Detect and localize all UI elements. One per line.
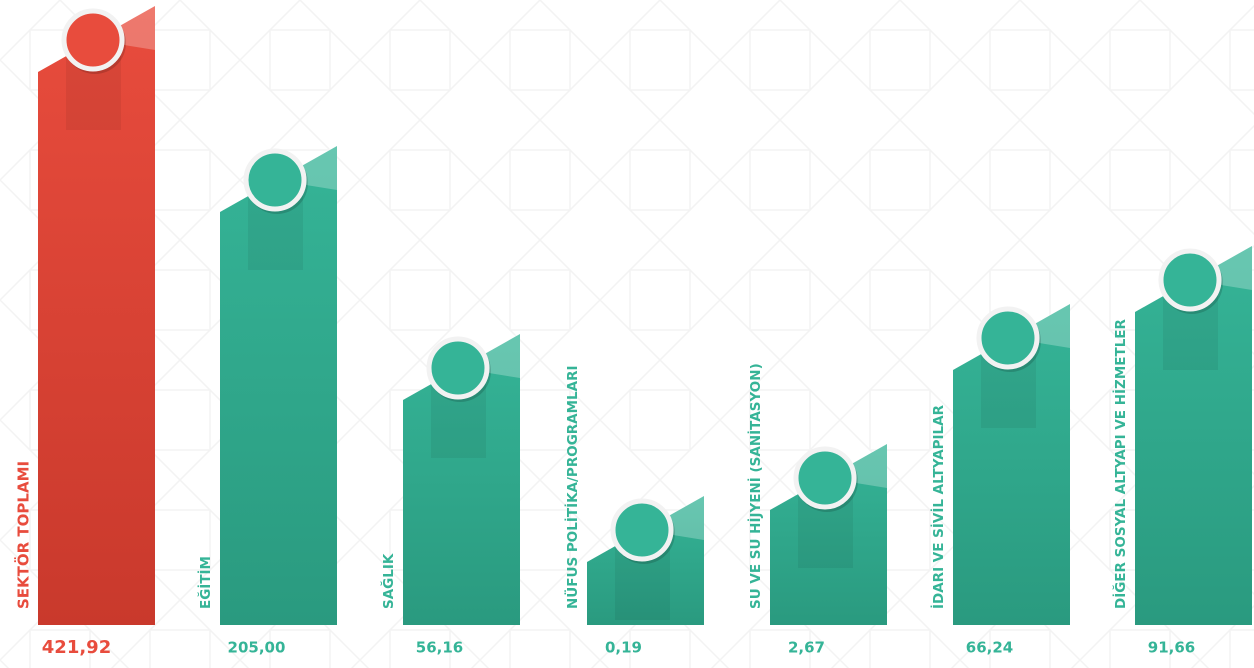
value-label: 205,00 bbox=[228, 639, 286, 657]
marker bbox=[243, 148, 307, 212]
value-label: 66,24 bbox=[966, 639, 1013, 657]
category-label: NÜFUS POLİTİKA/PROGRAMLARI bbox=[563, 365, 581, 609]
marker bbox=[61, 8, 125, 72]
category-label: SEKTÖR TOPLAMI bbox=[14, 461, 33, 609]
marker bbox=[793, 446, 857, 510]
value-label: 421,92 bbox=[42, 637, 111, 658]
category-label: SU VE SU HİJYENİ (SANİTASYON) bbox=[747, 363, 764, 609]
bar-group: SEKTÖR TOPLAMI 421,92 EĞİTİM 205,00 SAĞLIK 56… bbox=[14, 4, 1252, 658]
bar bbox=[1135, 246, 1252, 625]
category-label: İDARI VE SİVİL ALTYAPILAR bbox=[930, 404, 947, 609]
category-label: EĞİTİM bbox=[196, 556, 214, 609]
bar bbox=[953, 304, 1070, 625]
value-label: 2,67 bbox=[788, 639, 825, 657]
bar bbox=[770, 444, 887, 625]
bar bbox=[220, 146, 337, 625]
value-label: 56,16 bbox=[416, 639, 463, 657]
value-label: 91,66 bbox=[1148, 639, 1195, 657]
marker bbox=[1158, 248, 1222, 312]
category-label: SAĞLIK bbox=[379, 553, 397, 609]
bar bbox=[38, 6, 155, 625]
marker bbox=[426, 336, 490, 400]
value-label: 0,19 bbox=[605, 639, 642, 657]
marker bbox=[610, 498, 674, 562]
bar bbox=[403, 334, 520, 625]
marker bbox=[976, 306, 1040, 370]
category-label: DİĞER SOSYAL ALTYAPI VE HİZMETLER bbox=[1111, 318, 1129, 609]
